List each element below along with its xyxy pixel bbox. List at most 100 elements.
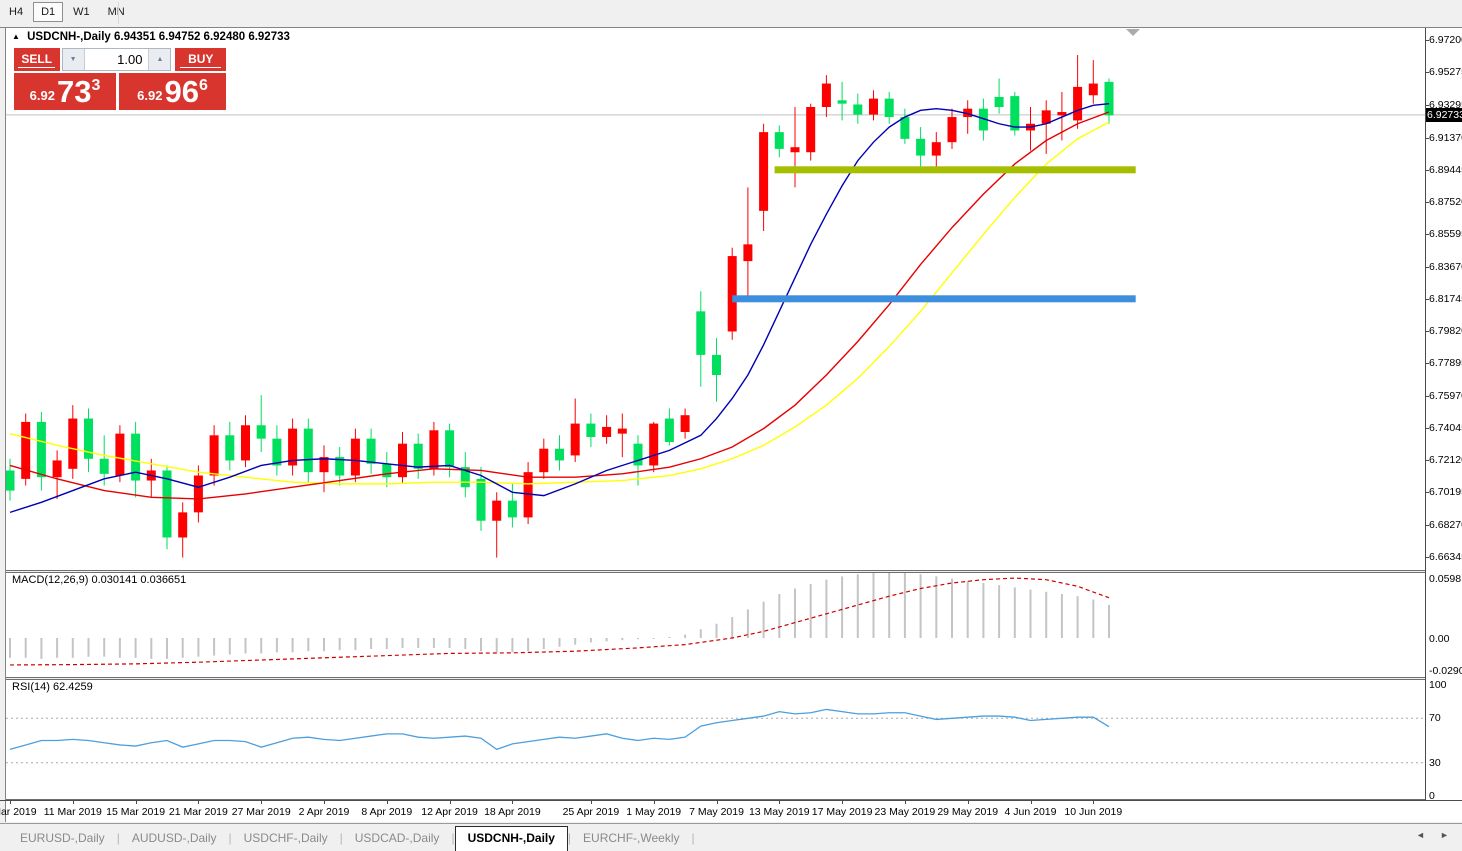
timeframe-button-h4[interactable]: H4 [9, 6, 24, 18]
tabs-scroll-left-icon[interactable]: ◄ [1416, 830, 1425, 840]
chart-shift-marker-icon[interactable] [1126, 29, 1140, 36]
tab-separator: | [451, 831, 455, 845]
price-chart-area[interactable] [6, 28, 1425, 570]
price-axis-label: 6.75970 [1429, 389, 1462, 402]
candle [523, 462, 533, 525]
tab-eurchf[interactable]: EURCHF-,Weekly [583, 831, 680, 845]
candle [539, 438, 549, 479]
tab-usdcad[interactable]: USDCAD-,Daily [354, 831, 440, 845]
sell-price-pip: 3 [91, 77, 101, 94]
price-axis-tick [1425, 395, 1429, 397]
macd-histogram-bar [87, 638, 90, 657]
candle [476, 467, 486, 531]
tab-usdchf[interactable]: USDCHF-,Daily [243, 831, 328, 845]
candle [178, 502, 188, 558]
candle [398, 431, 407, 484]
panel-divider[interactable] [6, 570, 1425, 571]
tab-separator: | [116, 831, 120, 845]
macd-histogram-bar [275, 638, 278, 653]
macd-histogram-bar [480, 638, 482, 652]
price-axis-tick [1425, 460, 1429, 462]
candle [84, 408, 93, 473]
date-axis-tick [590, 800, 592, 804]
volume-increase-button[interactable]: ▲ [148, 49, 171, 70]
macd-histogram-bar [919, 574, 922, 638]
sell-button[interactable]: SELL [14, 48, 60, 71]
macd-histogram-bar [150, 638, 153, 659]
date-axis-tick [135, 800, 137, 804]
macd-histogram-bar [213, 638, 216, 656]
candlestick-chart[interactable] [6, 28, 1425, 570]
candle [664, 408, 674, 446]
buy-button[interactable]: BUY [175, 48, 226, 71]
sell-price-button[interactable]: 6.92 73 3 [14, 73, 116, 110]
macd-histogram-bar [778, 594, 781, 638]
timeframe-button-w1[interactable]: W1 [73, 6, 90, 18]
date-axis-border [0, 800, 1462, 801]
macd-histogram-bar [903, 573, 906, 638]
date-axis-tick [653, 800, 655, 804]
tab-usdcnh[interactable]: USDCNH-,Daily [454, 826, 568, 851]
tab-audusd[interactable]: AUDUSD-,Daily [131, 831, 217, 845]
panel-divider[interactable] [6, 679, 1425, 680]
candle [115, 425, 125, 483]
macd-histogram-bar [401, 638, 404, 648]
price-axis-label: 6.85595 [1429, 228, 1462, 241]
tab-eurusd[interactable]: EURUSD-,Daily [20, 831, 105, 845]
price-axis-tick [1425, 202, 1429, 204]
date-axis-label: 13 May 2019 [748, 806, 810, 818]
candle [335, 447, 345, 486]
macd-histogram-bar [197, 638, 200, 657]
horizontal-trendline[interactable] [774, 166, 1136, 174]
macd-histogram-bar [527, 638, 530, 652]
rsi-panel[interactable] [6, 679, 1425, 799]
candle [131, 421, 141, 498]
macd-histogram-bar [417, 638, 420, 648]
candle [1088, 60, 1098, 104]
candle [978, 98, 988, 141]
one-click-trading-panel: SELL ▼ ▲ BUY 6.92 73 3 6.92 [14, 48, 226, 110]
price-axis[interactable] [1426, 28, 1462, 800]
date-axis[interactable] [6, 801, 1462, 822]
macd-histogram-bar [856, 574, 859, 638]
date-axis-label: 21 Mar 2019 [168, 806, 228, 818]
macd-histogram-bar [166, 638, 168, 659]
macd-histogram-bar [370, 638, 373, 649]
candle [884, 91, 894, 124]
price-axis-label: 6.74045 [1429, 421, 1462, 434]
volume-decrease-button[interactable]: ▼ [62, 49, 85, 70]
date-axis-label: 18 Apr 2019 [484, 806, 541, 818]
collapse-panel-icon[interactable]: ▲ [12, 32, 20, 41]
timeframe-button-d1[interactable]: D1 [33, 2, 64, 22]
volume-input[interactable] [84, 49, 149, 70]
rsi-axis-label: 70 [1429, 712, 1441, 725]
candle [696, 291, 706, 387]
macd-histogram-bar [589, 638, 592, 643]
buy-price-button[interactable]: 6.92 96 6 [119, 73, 226, 110]
candle [869, 90, 878, 121]
horizontal-trendline[interactable] [732, 295, 1136, 303]
candle [429, 421, 439, 476]
tabs-scroll-right-icon[interactable]: ► [1440, 830, 1449, 840]
price-axis-label: 6.81745 [1429, 292, 1462, 305]
candle [774, 125, 784, 158]
price-axis-label: 6.97200 [1429, 34, 1462, 46]
rsi-chart[interactable] [6, 679, 1425, 799]
macd-histogram-bar [715, 623, 718, 638]
macd-chart[interactable] [6, 572, 1425, 677]
chart-title-text: USDCNH-,Daily 6.94351 6.94752 6.92480 6.… [27, 31, 290, 43]
candle [837, 81, 847, 121]
macd-histogram-bar [825, 579, 828, 638]
candle [727, 247, 737, 340]
panel-divider[interactable] [6, 572, 1425, 573]
macd-axis-label: 0.0598 [1429, 573, 1462, 585]
macd-histogram-bar [511, 638, 514, 653]
panel-divider[interactable] [6, 677, 1425, 678]
macd-histogram-bar [731, 617, 734, 638]
tab-separator: | [228, 831, 232, 845]
macd-histogram-bar [24, 638, 27, 658]
timeframe-button-mn[interactable]: MN [107, 6, 125, 18]
price-axis-label: 6.77895 [1429, 357, 1462, 370]
tab-separator: | [339, 831, 343, 845]
candle [52, 450, 62, 499]
